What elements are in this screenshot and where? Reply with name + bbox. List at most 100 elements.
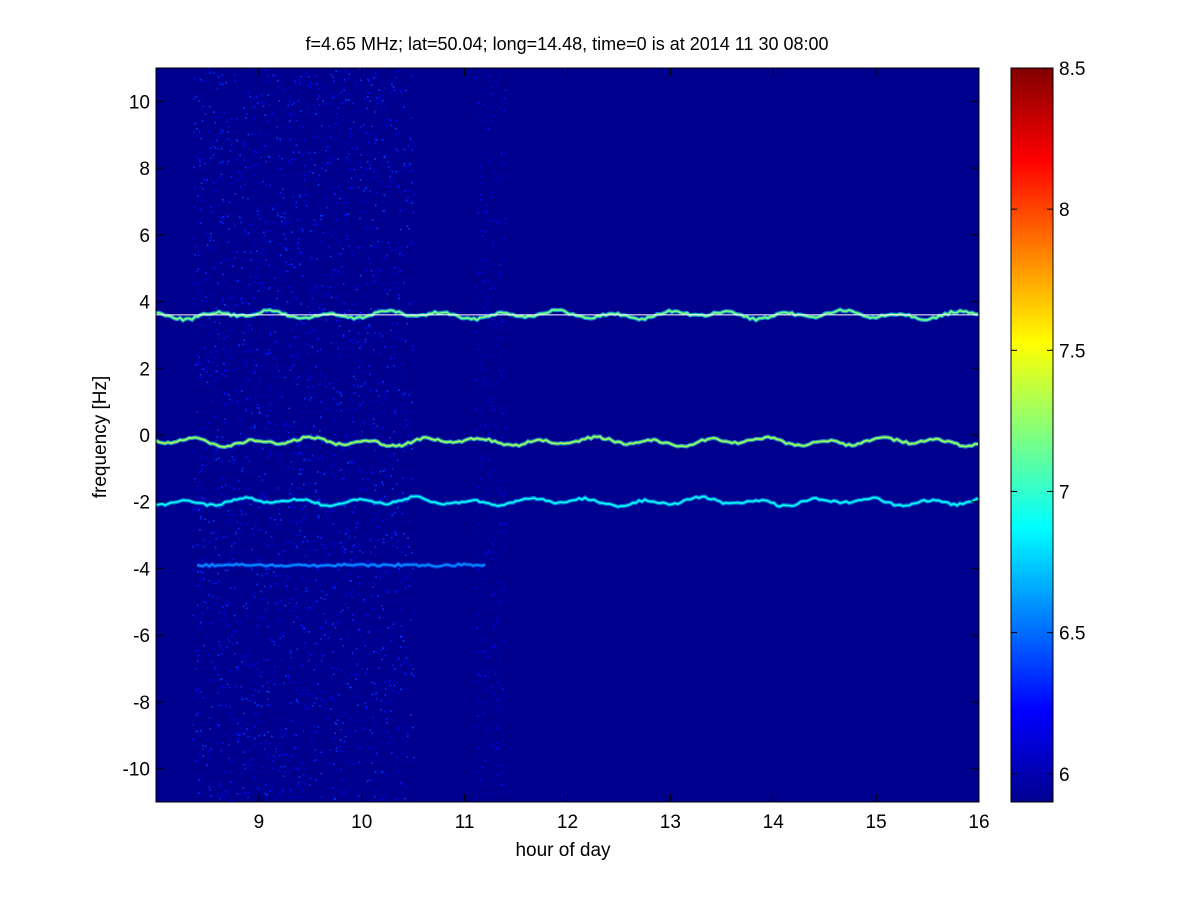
noise-speck [484,794,487,796]
noise-speck [488,75,490,77]
noise-speck [235,513,238,516]
noise-speck [344,479,346,481]
noise-speck [300,303,303,305]
noise-speck [256,518,259,521]
noise-speck [274,717,277,719]
noise-speck [398,580,401,583]
noise-speck [256,573,259,576]
noise-speck [230,296,233,299]
noise-speck [377,308,379,310]
noise-speck [351,658,354,660]
noise-speck [489,527,491,529]
noise-speck [336,614,339,616]
noise-speck [362,421,365,424]
noise-speck [490,401,493,403]
noise-speck [373,583,376,585]
noise-speck [299,529,302,532]
noise-speck [196,604,199,606]
noise-speck [274,357,277,359]
noise-speck [373,171,376,173]
noise-speck [380,592,382,594]
noise-speck [299,78,302,81]
noise-speck [381,481,383,484]
noise-speck [262,447,264,450]
noise-speck [344,575,347,577]
noise-speck [303,540,306,542]
noise-speck [276,203,278,205]
noise-speck [373,432,375,434]
noise-speck [339,391,341,393]
noise-speck [313,605,315,608]
noise-speck [282,635,285,638]
noise-speck [492,436,494,438]
noise-speck [363,124,365,126]
noise-speck [298,445,300,448]
noise-speck [313,396,315,398]
noise-speck [265,507,268,510]
noise-speck [278,215,281,218]
noise-speck [354,597,357,599]
noise-speck [213,417,215,419]
noise-speck [327,292,330,294]
noise-speck [305,590,308,593]
noise-speck [200,789,203,792]
noise-speck [485,554,487,556]
noise-speck [384,390,387,393]
colorbar-tick-label: 6.5 [1059,624,1085,645]
noise-speck [501,639,504,641]
noise-speck [366,668,369,670]
noise-speck [265,145,268,147]
noise-speck [476,531,478,534]
noise-speck [501,436,504,439]
noise-speck [408,136,411,138]
noise-speck [265,369,267,371]
noise-speck [210,331,213,334]
noise-speck [499,793,502,796]
noise-speck [202,744,204,747]
noise-speck [303,536,306,538]
noise-speck [302,363,304,366]
noise-speck [405,577,408,579]
noise-speck [389,679,391,682]
noise-speck [413,193,415,196]
noise-speck [404,403,406,406]
noise-speck [309,459,311,462]
noise-speck [227,298,230,300]
noise-speck [401,512,404,515]
noise-speck [404,767,407,770]
noise-speck [244,227,246,230]
noise-speck [297,768,300,771]
noise-speck [291,355,293,357]
noise-speck [243,763,245,766]
noise-speck [397,186,400,188]
noise-speck [285,220,287,222]
noise-speck [371,681,374,684]
noise-speck [194,668,197,670]
noise-speck [298,238,300,240]
noise-speck [505,480,508,482]
noise-speck [406,756,409,758]
noise-speck [267,304,270,306]
noise-speck [283,216,286,219]
noise-speck [198,100,200,102]
noise-speck [210,325,212,328]
noise-speck [323,635,325,638]
noise-speck [488,228,491,230]
noise-speck [393,89,396,92]
noise-speck [267,742,269,745]
noise-speck [274,679,277,681]
noise-speck [282,427,285,430]
noise-speck [292,486,294,488]
noise-speck [412,301,414,303]
noise-speck [502,308,505,311]
noise-speck [343,89,345,91]
noise-speck [503,790,505,793]
noise-speck [482,355,485,357]
noise-speck [323,547,326,549]
noise-speck [219,81,221,83]
noise-speck [196,385,198,388]
noise-speck [382,336,384,338]
noise-speck [396,92,398,95]
noise-speck [403,533,405,535]
noise-speck [285,247,288,250]
